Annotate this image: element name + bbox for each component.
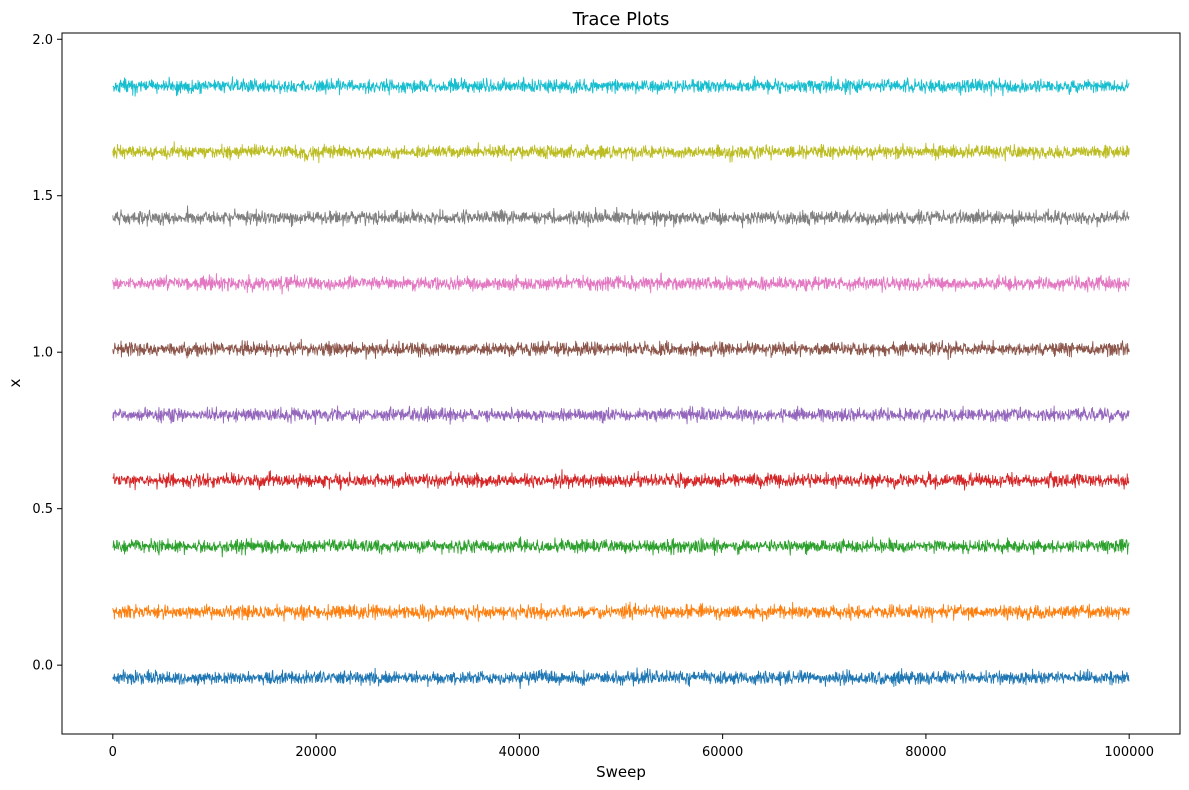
x-tick-label-4: 80000: [905, 745, 946, 760]
y-axis-ticks: 0.0 0.5 1.0 1.5 2.0: [32, 33, 62, 674]
x-tick-label-3: 60000: [702, 745, 743, 760]
chart-title: Trace Plots: [572, 9, 670, 30]
series-line-4: [112, 405, 1130, 425]
x-axis-ticks: 0 20000 40000 60000 80000 100000: [109, 734, 1154, 760]
x-tick-label-2: 40000: [499, 745, 540, 760]
y-tick-label-1: 0.5: [32, 502, 53, 517]
y-tick-label-4: 2.0: [32, 33, 53, 48]
x-axis-label: Sweep: [596, 763, 646, 781]
series-line-1: [112, 601, 1130, 624]
plot-area: [112, 75, 1130, 689]
x-tick-label-1: 20000: [295, 745, 336, 760]
series-line-7: [112, 205, 1130, 229]
y-tick-label-2: 1.0: [32, 346, 53, 361]
y-tick-label-3: 1.5: [32, 189, 53, 204]
y-tick-label-0: 0.0: [32, 659, 53, 674]
x-tick-label-0: 0: [109, 745, 117, 760]
y-axis-label: x: [6, 378, 24, 387]
series-line-9: [112, 75, 1130, 97]
plot-frame: [61, 32, 1181, 735]
series-line-3: [112, 469, 1130, 491]
series-line-5: [112, 338, 1130, 361]
series-line-8: [112, 141, 1130, 164]
series-line-6: [112, 272, 1130, 295]
series-line-2: [112, 536, 1130, 558]
x-tick-label-5: 100000: [1104, 745, 1154, 760]
series-line-0: [112, 667, 1130, 689]
